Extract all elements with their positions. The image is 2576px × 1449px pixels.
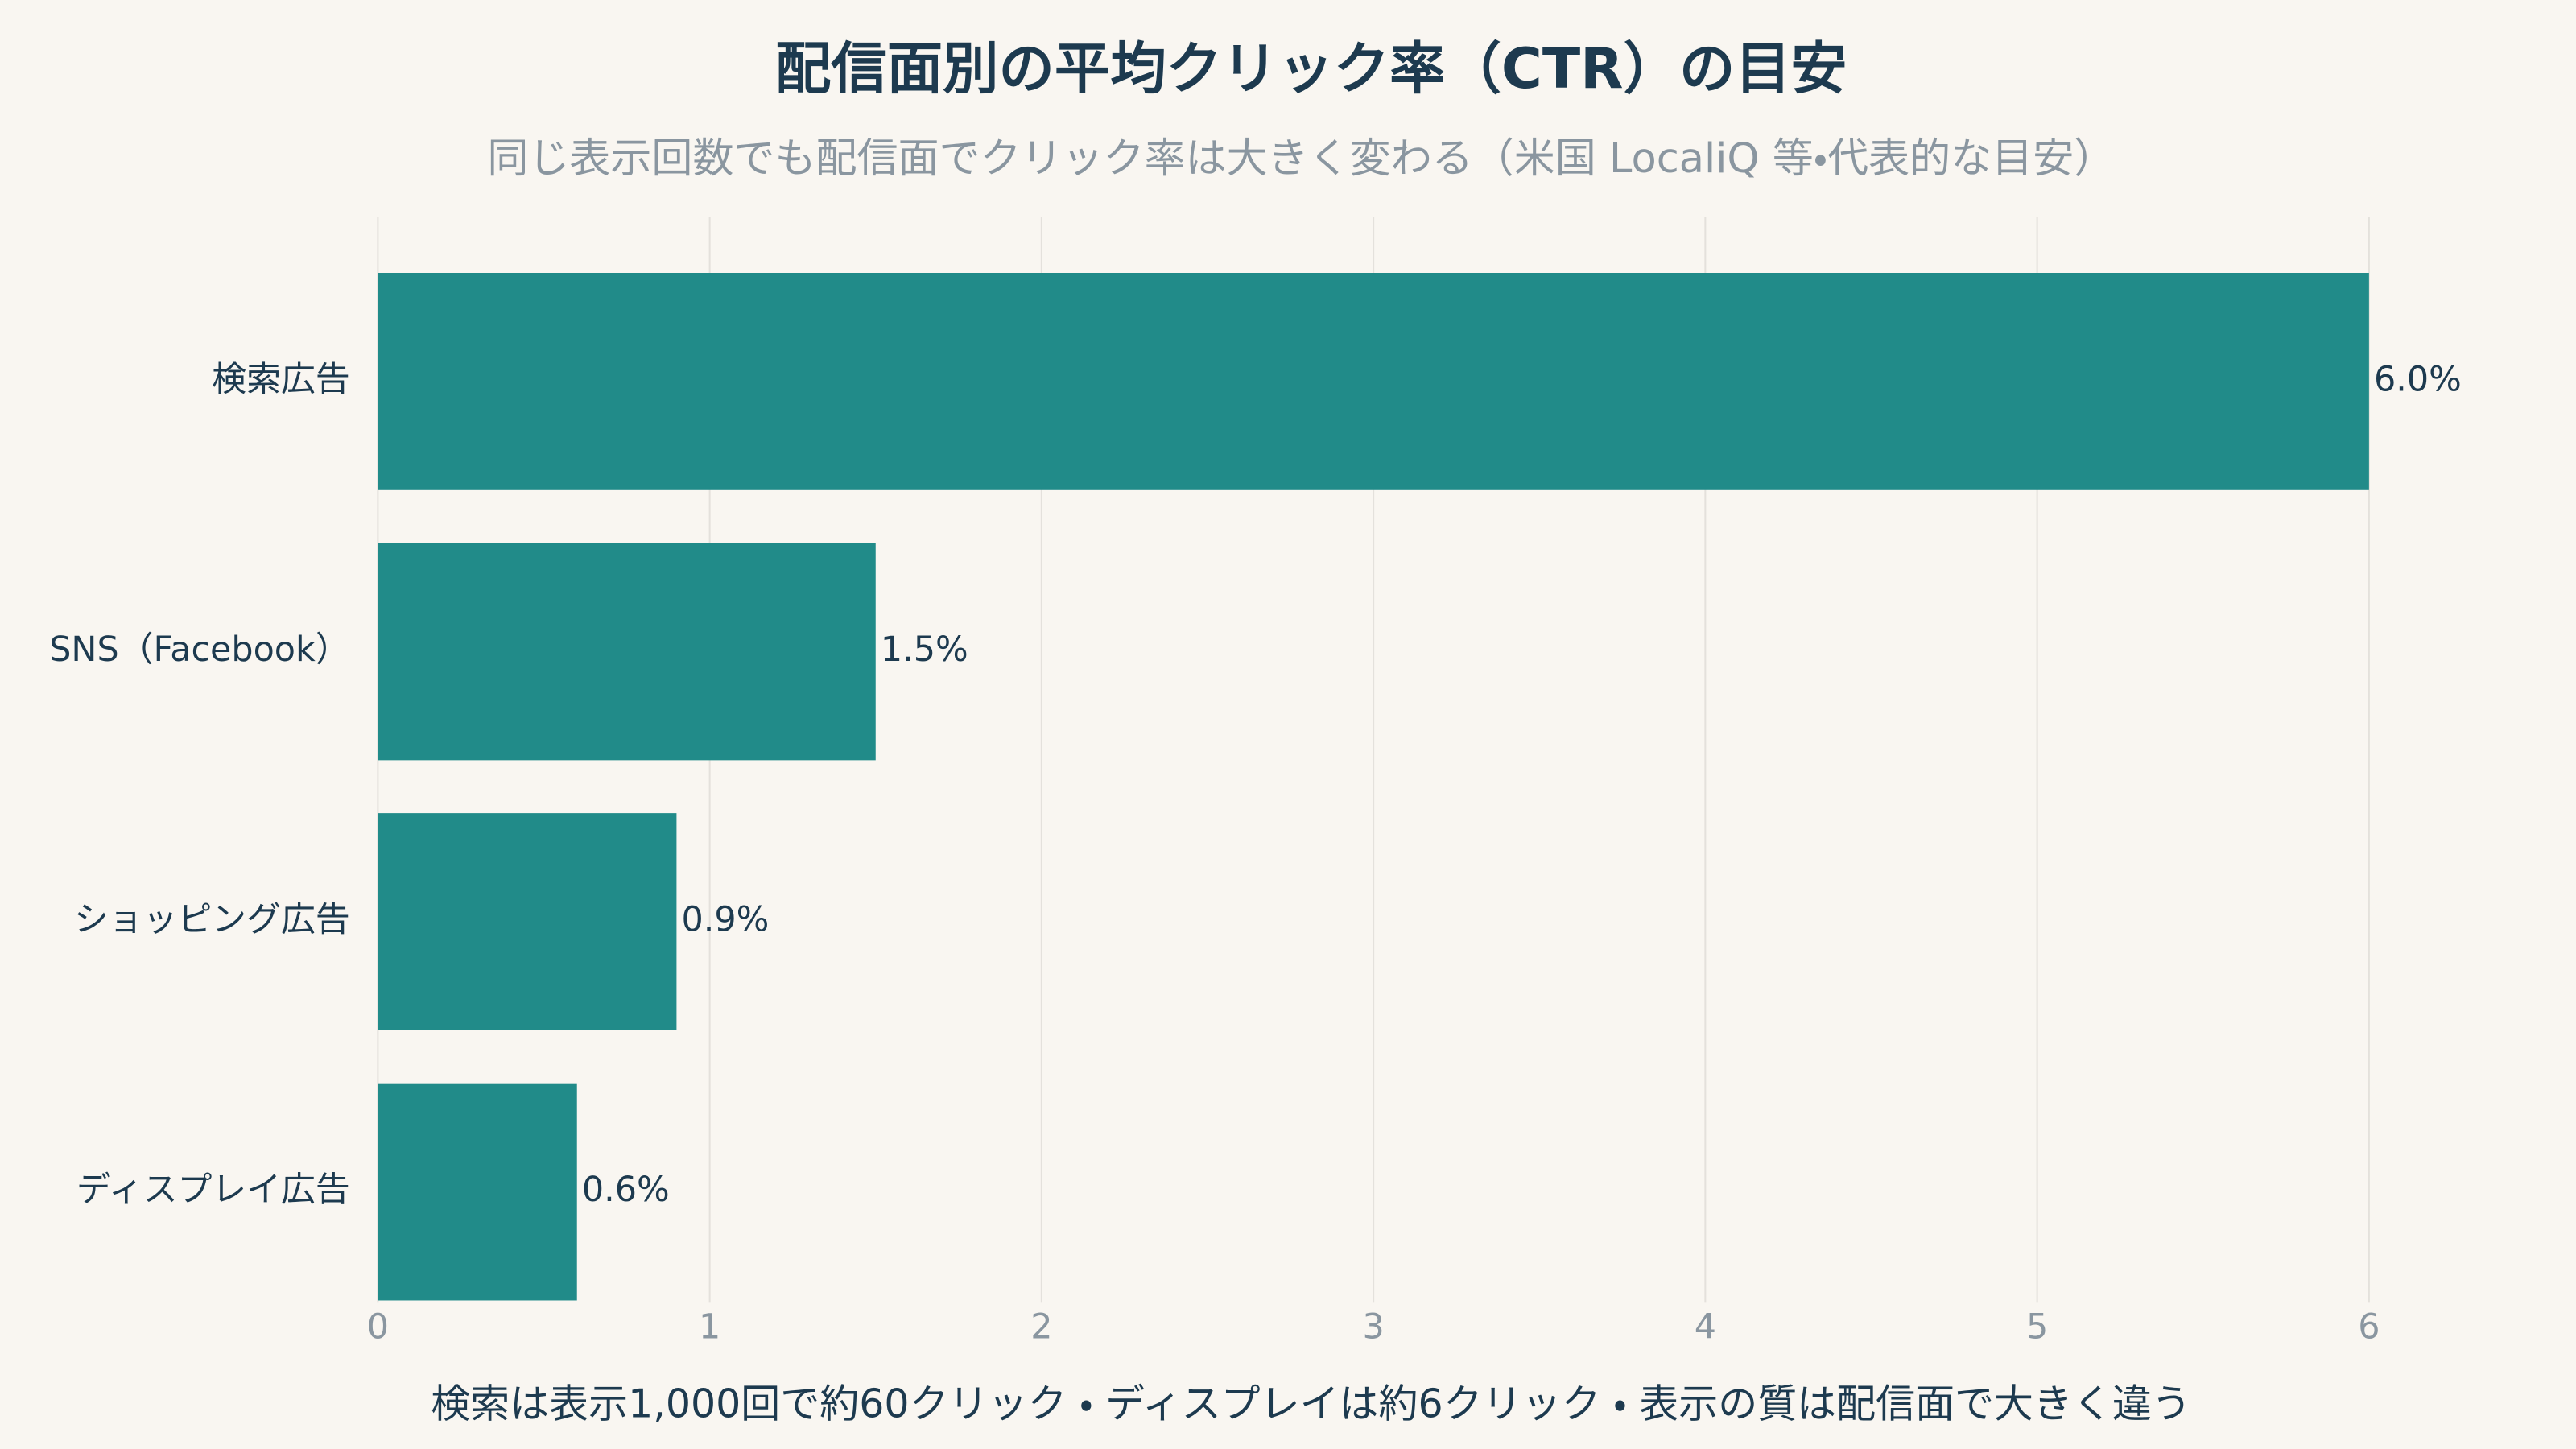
bar: [378, 273, 2369, 490]
chart-subtitle: 同じ表示回数でも配信面でクリック率は大きく変わる（米国 LocaliQ 等・代表…: [487, 135, 2115, 183]
x-tick-label: 2: [1030, 1307, 1052, 1348]
x-tick-label: 3: [1362, 1307, 1384, 1348]
x-tick-label: 1: [699, 1307, 720, 1348]
caption: 検索は表示1,000回で約60クリック ・ ディスプレイは約6クリック ・ 表示…: [431, 1381, 2191, 1426]
bar: [378, 813, 677, 1030]
value-label: 1.5%: [881, 630, 968, 670]
x-tick-label: 5: [2026, 1307, 2048, 1348]
x-tick-label: 0: [367, 1307, 389, 1348]
bar: [378, 543, 876, 761]
chart-title: 配信面別の平均クリック率（CTR）の目安: [775, 37, 1847, 101]
x-tick-label: 6: [2358, 1307, 2380, 1348]
y-tick-label: ディスプレイ広告: [76, 1170, 350, 1210]
value-label: 0.9%: [682, 900, 770, 940]
y-tick-label: ショッピング広告: [74, 900, 350, 940]
y-tick-label: SNS（Facebook）: [49, 630, 349, 670]
y-tick-label: 検索広告: [212, 359, 349, 399]
bar: [378, 1083, 577, 1301]
value-label: 0.6%: [582, 1170, 670, 1210]
value-label: 6.0%: [2374, 359, 2462, 399]
x-tick-label: 4: [1695, 1307, 1716, 1348]
